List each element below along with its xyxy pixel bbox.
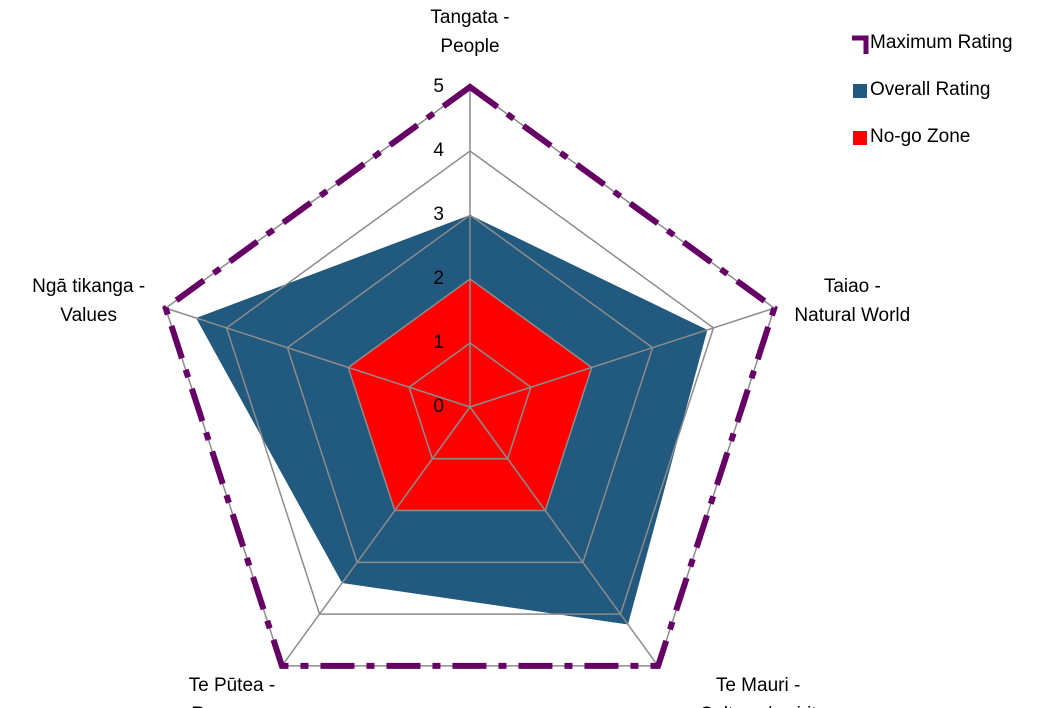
legend-label: No-go Zone: [870, 126, 971, 147]
grid-ring: [286, 214, 654, 564]
legend-marker: [853, 84, 867, 98]
category-label: Taiao - Natural World: [794, 276, 911, 327]
radial-axis: [469, 406, 659, 667]
category-label: Ngā tikanga - Values: [32, 276, 146, 327]
grid-ring: [408, 342, 532, 460]
r-tick-label: 2: [433, 268, 444, 289]
legend-label: Overall Rating: [870, 79, 991, 100]
category-label: Te Mauri - Culture / spirit: [699, 674, 816, 708]
legend-marker: [852, 35, 869, 54]
r-tick-label: 5: [433, 76, 444, 97]
radial-axis: [281, 406, 471, 667]
legend-label: Maximum Rating: [870, 32, 1013, 53]
r-tick-label: 0: [433, 396, 444, 417]
category-label: Te Pūtea - Resource: [188, 674, 276, 708]
category-label: Tangata - People: [430, 7, 510, 57]
r-tick-label: 4: [433, 140, 444, 161]
r-tick-label: 3: [433, 204, 444, 225]
legend-marker: [853, 131, 867, 145]
grid-ring: [225, 150, 715, 615]
radial-axis: [165, 307, 471, 408]
radial-axis: [469, 307, 775, 408]
r-tick-label: 1: [433, 332, 444, 353]
series-line: [162, 83, 778, 669]
grid-ring: [347, 278, 593, 512]
